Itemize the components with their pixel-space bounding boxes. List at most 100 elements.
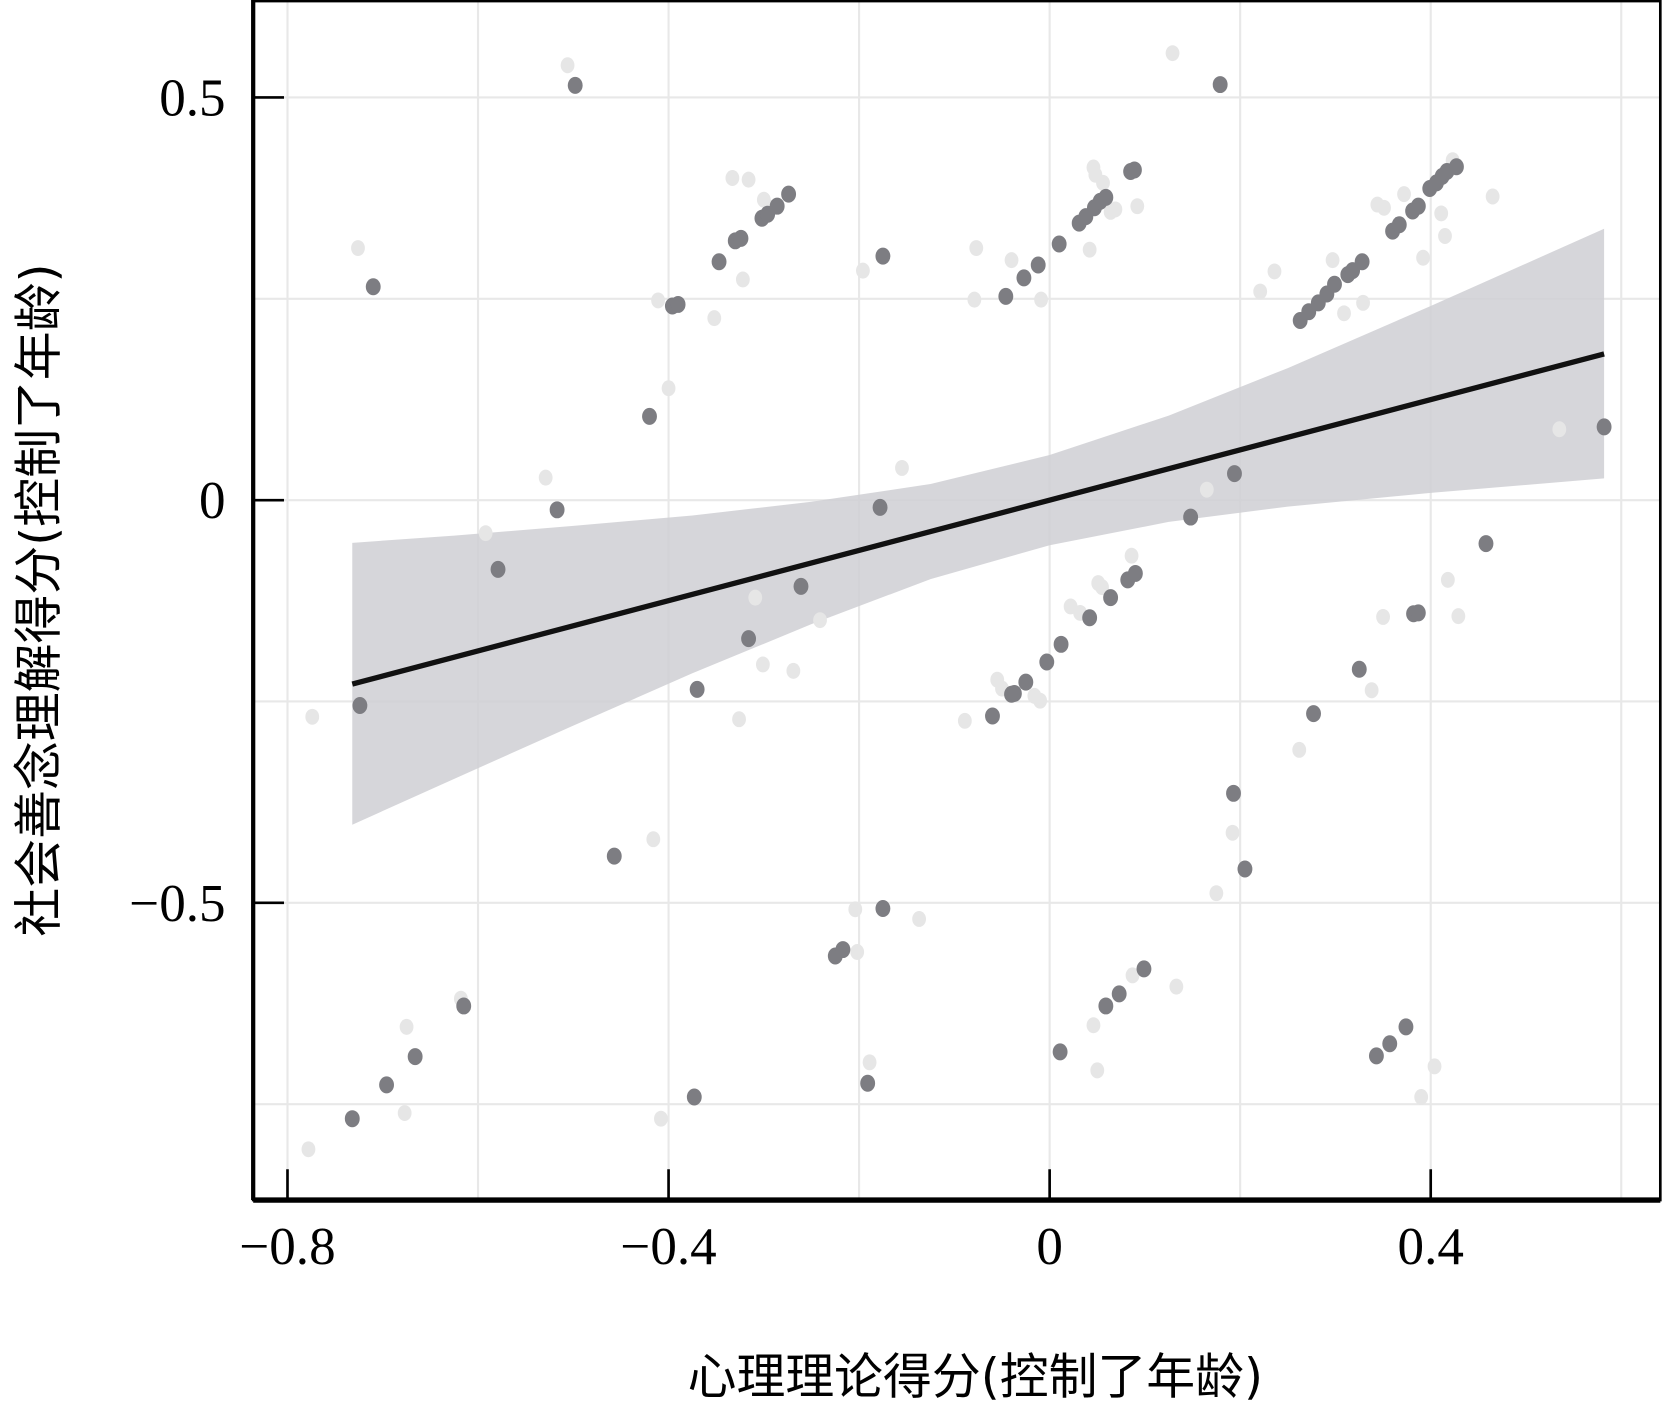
data-point-faint xyxy=(1033,692,1048,709)
data-point-faint xyxy=(1376,608,1390,625)
data-point xyxy=(352,697,368,715)
data-point-faint xyxy=(305,708,320,725)
data-point-faint xyxy=(1096,174,1110,191)
data-point xyxy=(549,501,565,519)
data-point-faint xyxy=(1434,205,1449,222)
data-point-faint xyxy=(1451,608,1466,625)
data-point-faint xyxy=(748,589,763,606)
data-point-faint xyxy=(957,712,972,729)
x-tick-label: 0.4 xyxy=(1398,1218,1464,1276)
data-point-faint xyxy=(786,662,801,679)
data-point-faint xyxy=(895,459,909,476)
data-point-faint xyxy=(850,944,865,960)
data-point xyxy=(1098,997,1114,1015)
regression-line xyxy=(351,351,1605,687)
data-point-faint xyxy=(1124,547,1139,564)
data-point xyxy=(379,1076,395,1094)
data-point xyxy=(1127,564,1143,582)
data-point xyxy=(1351,660,1367,678)
data-point-faint xyxy=(646,831,661,848)
data-point-faint xyxy=(741,171,756,188)
data-point xyxy=(1410,197,1426,215)
data-point xyxy=(1368,1047,1384,1065)
data-point xyxy=(1237,860,1253,878)
data-point-faint xyxy=(1108,201,1123,218)
data-point xyxy=(875,899,891,917)
data-point-faint xyxy=(1199,481,1214,498)
data-point-faint xyxy=(661,380,676,397)
x-axis-title: 心理理论得分(控制了年龄) xyxy=(688,1348,1263,1405)
tick-labels: −0.8 −0.4 0 0.4 0.5 0 −0.5 xyxy=(129,70,1464,1276)
data-point-faint xyxy=(848,901,863,918)
data-point-faint xyxy=(1130,198,1145,215)
data-point xyxy=(642,407,657,425)
regression-layer xyxy=(351,351,1605,687)
data-point xyxy=(407,1048,423,1066)
data-point xyxy=(689,680,705,698)
data-point xyxy=(1449,158,1464,176)
data-point-faint xyxy=(967,291,982,308)
data-point xyxy=(1098,188,1114,206)
data-point-faint xyxy=(1485,188,1500,205)
data-point xyxy=(781,185,797,203)
data-point xyxy=(1006,684,1022,702)
confidence-band-layer xyxy=(352,228,1605,825)
data-point xyxy=(365,278,381,296)
data-point xyxy=(860,1074,876,1092)
data-point xyxy=(1018,673,1034,691)
data-point xyxy=(1382,1035,1398,1053)
data-point xyxy=(741,630,757,648)
data-point xyxy=(686,1088,702,1106)
data-point-faint xyxy=(478,525,493,542)
data-point-faint xyxy=(969,240,984,257)
data-point-faint xyxy=(351,240,365,257)
data-point-faint xyxy=(1165,45,1180,62)
data-point-faint xyxy=(397,1105,412,1122)
data-point xyxy=(835,941,851,959)
data-point-faint xyxy=(1356,294,1370,311)
data-point xyxy=(606,847,622,865)
data-point-faint xyxy=(651,292,665,309)
data-point-faint xyxy=(1438,228,1452,244)
points-layer xyxy=(344,76,1612,1128)
data-point xyxy=(1016,269,1032,287)
data-point-faint xyxy=(707,310,722,327)
y-axis-title: 社会善念理解得分(控制了年龄) xyxy=(11,263,68,936)
data-point-faint xyxy=(1004,252,1019,269)
faint-points-layer xyxy=(301,45,1567,1158)
data-point-faint xyxy=(856,262,870,279)
data-point xyxy=(490,560,506,578)
data-point xyxy=(793,577,809,595)
data-point-faint xyxy=(862,1054,877,1071)
data-point xyxy=(1126,161,1142,179)
data-point-faint xyxy=(1427,1058,1442,1075)
data-point xyxy=(1212,76,1228,94)
y-tick-label: −0.5 xyxy=(129,875,225,933)
data-point-faint xyxy=(735,271,750,288)
y-tick-label: 0 xyxy=(199,472,226,530)
data-point-faint xyxy=(399,1018,414,1035)
data-point-faint xyxy=(1552,421,1567,438)
data-point xyxy=(872,498,888,516)
data-point-faint xyxy=(912,910,927,927)
data-point xyxy=(1111,985,1127,1003)
data-point xyxy=(1391,216,1407,234)
data-point xyxy=(1052,1043,1068,1061)
data-point xyxy=(998,287,1014,305)
data-point-faint xyxy=(1125,967,1140,984)
data-point xyxy=(985,707,1000,725)
data-point xyxy=(1306,705,1321,723)
data-point-faint xyxy=(1169,978,1184,995)
data-point-faint xyxy=(1414,1088,1429,1105)
data-point xyxy=(1226,784,1241,802)
x-tick-label: −0.8 xyxy=(239,1218,335,1276)
data-point-faint xyxy=(1086,1017,1101,1034)
data-point xyxy=(769,197,785,215)
data-point-faint xyxy=(1267,263,1282,280)
data-point xyxy=(1327,275,1342,293)
data-point xyxy=(1227,465,1242,483)
data-point xyxy=(1030,256,1046,274)
data-point-faint xyxy=(732,711,746,728)
data-point-faint xyxy=(1225,824,1240,841)
data-point-faint xyxy=(725,170,740,186)
